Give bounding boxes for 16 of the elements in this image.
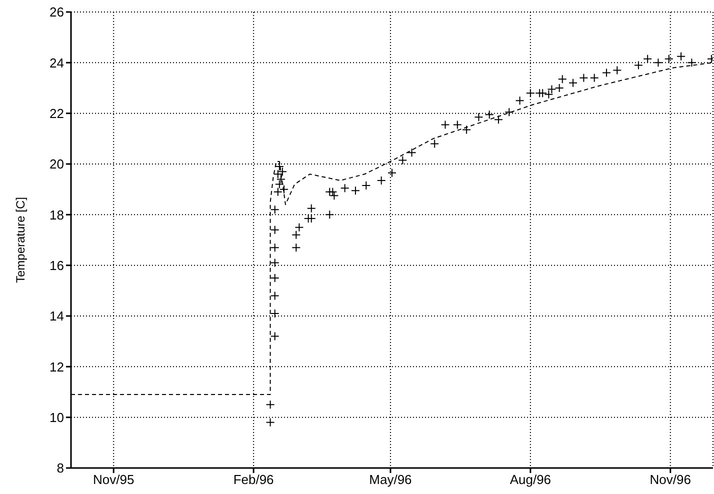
y-tick-label: 20 — [50, 156, 64, 172]
y-tick-label: 10 — [50, 410, 64, 425]
y-tick-label: 26 — [50, 4, 64, 20]
x-tick-label: Nov/95 — [92, 472, 134, 488]
x-tick-label: Nov/96 — [650, 472, 692, 488]
y-tick-label: 24 — [50, 55, 64, 70]
y-axis-title: Temperature [C] — [13, 196, 28, 284]
y-tick-label: 8 — [56, 460, 64, 476]
y-tick-label: 22 — [50, 106, 64, 121]
x-tick-label: Aug/96 — [510, 472, 552, 488]
y-tick-label: 12 — [50, 359, 64, 374]
x-tick-label: May/96 — [369, 472, 412, 488]
y-tick-label: 16 — [50, 258, 64, 273]
x-tick-label: Feb/96 — [233, 472, 274, 488]
y-tick-label: 18 — [50, 207, 64, 222]
y-tick-label: 14 — [50, 308, 64, 324]
